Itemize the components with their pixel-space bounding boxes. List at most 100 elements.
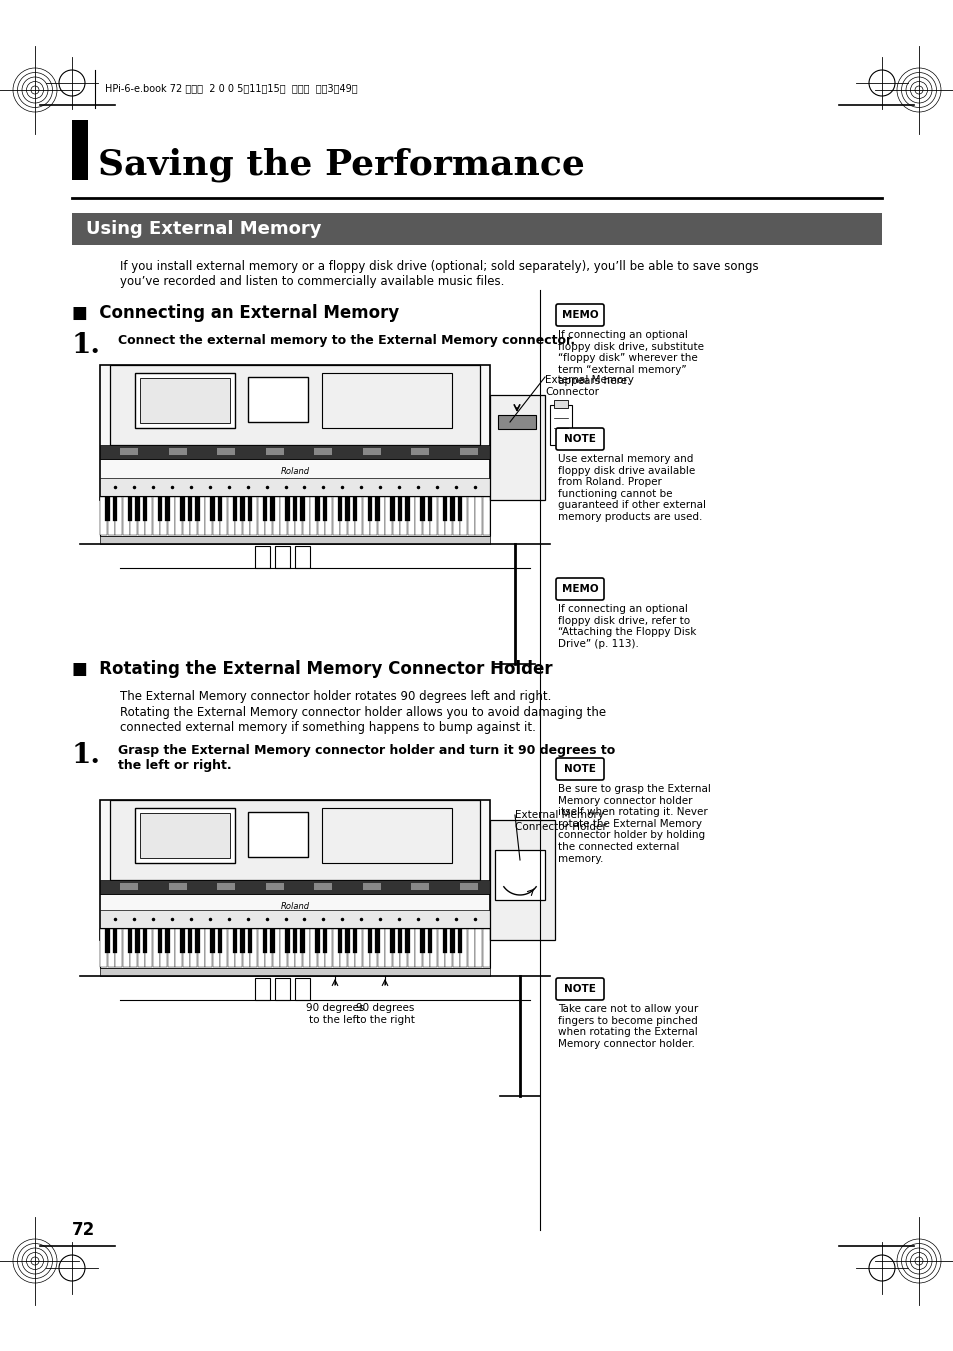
Bar (265, 929, 272, 967)
Bar (152, 929, 159, 967)
Bar (427, 497, 432, 521)
Bar (135, 373, 234, 428)
Bar (188, 497, 193, 521)
Bar (300, 497, 304, 521)
Text: 1.: 1. (71, 332, 101, 359)
Bar (115, 929, 122, 967)
Bar (302, 497, 310, 535)
Bar (333, 497, 339, 535)
Bar (317, 929, 324, 967)
FancyBboxPatch shape (556, 978, 603, 1000)
Bar (459, 449, 477, 455)
Bar (165, 497, 170, 521)
Bar (270, 929, 274, 952)
Bar (183, 497, 190, 535)
Bar (210, 929, 214, 952)
Bar (482, 929, 489, 967)
Bar (411, 884, 429, 890)
Bar (280, 497, 287, 535)
Bar (143, 497, 147, 521)
Bar (497, 415, 536, 430)
Text: If you install external memory or a floppy disk drive (optional; sold separately: If you install external memory or a flop… (120, 259, 758, 288)
Bar (310, 929, 316, 967)
Bar (197, 497, 205, 535)
Bar (400, 929, 407, 967)
Text: 90 degrees
to the left: 90 degrees to the left (306, 1002, 364, 1024)
Bar (110, 800, 479, 880)
Bar (100, 478, 490, 496)
Bar (180, 929, 185, 952)
Text: Be sure to grasp the External
Memory connector holder
itself when rotating it. N: Be sure to grasp the External Memory con… (558, 784, 710, 863)
Bar (165, 929, 170, 952)
Bar (362, 884, 380, 890)
Bar (314, 497, 319, 521)
Bar (467, 929, 475, 967)
Bar (228, 929, 234, 967)
Bar (314, 929, 319, 952)
Bar (445, 929, 452, 967)
Bar (250, 497, 257, 535)
Bar (140, 378, 230, 423)
Bar (348, 929, 355, 967)
Bar (397, 929, 402, 952)
Bar (274, 978, 290, 1000)
Bar (345, 929, 350, 952)
Bar (273, 497, 279, 535)
Text: The External Memory connector holder rotates 90 degrees left and right.: The External Memory connector holder rot… (120, 690, 551, 703)
Bar (322, 373, 452, 428)
Text: If connecting an optional
floppy disk drive, substitute
“floppy disk” wherever t: If connecting an optional floppy disk dr… (558, 330, 703, 386)
Bar (314, 884, 332, 890)
Bar (422, 497, 429, 535)
Text: If connecting an optional
floppy disk drive, refer to
“Attaching the Floppy Disk: If connecting an optional floppy disk dr… (558, 604, 696, 648)
Bar (457, 929, 462, 952)
Bar (105, 929, 110, 952)
Text: HPi-6-e.book 72 ページ  2 0 0 5年11月15日  火曜日  午後3時49分: HPi-6-e.book 72 ページ 2 0 0 5年11月15日 火曜日 午… (105, 82, 357, 93)
Bar (262, 497, 267, 521)
Text: External Memory
Connector: External Memory Connector (544, 376, 633, 397)
Text: Take care not to allow your
fingers to become pinched
when rotating the External: Take care not to allow your fingers to b… (558, 1004, 698, 1048)
Bar (362, 497, 370, 535)
Bar (442, 497, 447, 521)
Text: Roland: Roland (280, 467, 309, 476)
Bar (135, 497, 139, 521)
Bar (554, 400, 567, 408)
Bar (188, 929, 193, 952)
Bar (377, 497, 384, 535)
Bar (345, 497, 350, 521)
Bar (445, 497, 452, 535)
Bar (254, 546, 270, 567)
Bar (370, 929, 376, 967)
Bar (490, 820, 555, 940)
Text: MEMO: MEMO (561, 309, 598, 320)
Bar (333, 929, 339, 967)
Text: Connect the external memory to the External Memory connector.: Connect the external memory to the Exter… (118, 334, 575, 347)
Bar (377, 929, 384, 967)
Bar (183, 929, 190, 967)
Bar (355, 497, 362, 535)
Bar (228, 497, 234, 535)
Text: NOTE: NOTE (563, 984, 596, 994)
Bar (135, 929, 139, 952)
Bar (293, 929, 297, 952)
Bar (322, 929, 327, 952)
Bar (140, 813, 230, 858)
Bar (310, 497, 316, 535)
Bar (459, 884, 477, 890)
Bar (385, 929, 392, 967)
Text: MEMO: MEMO (561, 584, 598, 594)
Text: 1.: 1. (71, 742, 101, 769)
Bar (293, 497, 297, 521)
Bar (437, 929, 444, 967)
Bar (467, 497, 475, 535)
Bar (152, 497, 159, 535)
Text: Use external memory and
floppy disk drive available
from Roland. Proper
function: Use external memory and floppy disk driv… (558, 454, 705, 521)
Bar (437, 497, 444, 535)
Bar (294, 546, 310, 567)
Text: Rotating the External Memory connector holder allows you to avoid damaging the
c: Rotating the External Memory connector h… (120, 707, 605, 734)
Text: NOTE: NOTE (563, 765, 596, 774)
Bar (108, 497, 114, 535)
Bar (415, 929, 422, 967)
Bar (273, 929, 279, 967)
Bar (145, 497, 152, 535)
Bar (337, 929, 342, 952)
